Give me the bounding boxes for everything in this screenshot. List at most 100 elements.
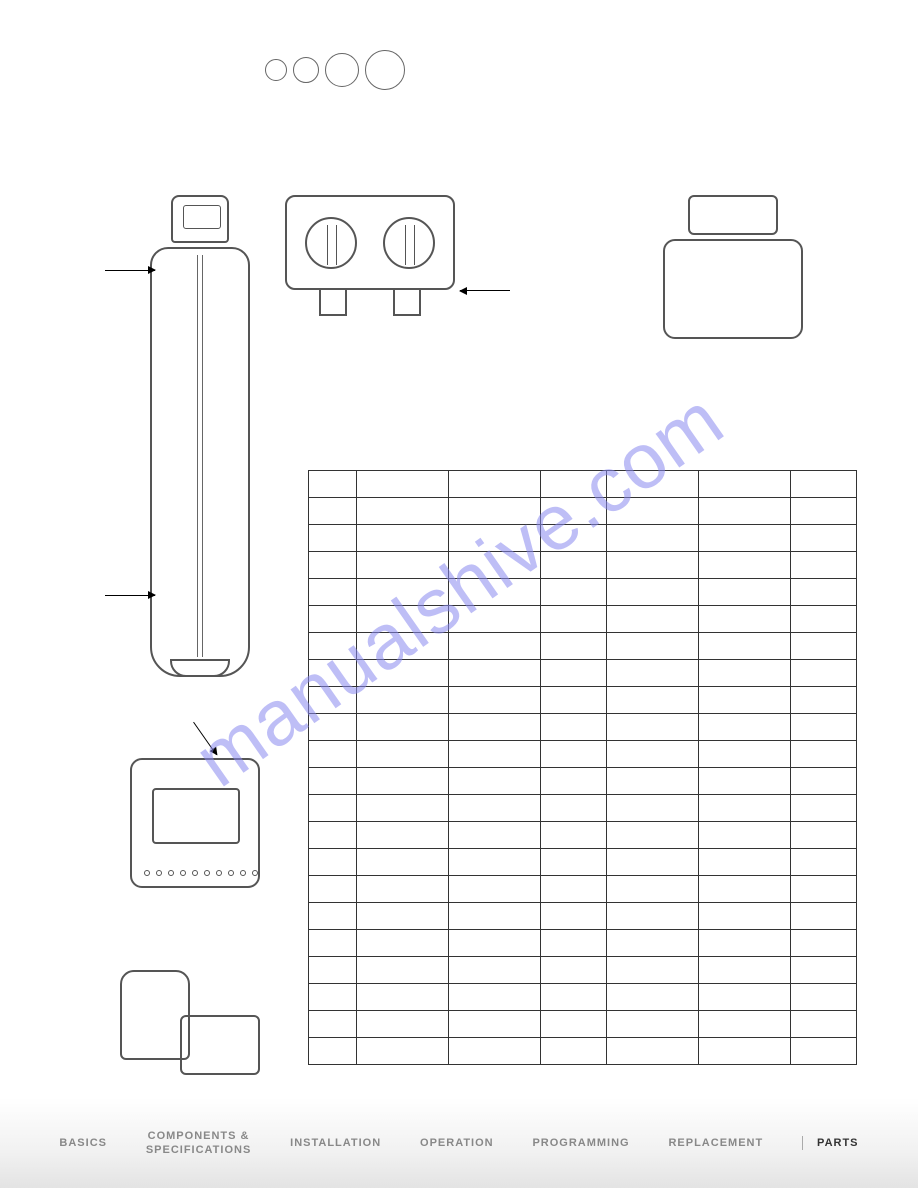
table-cell: [357, 714, 449, 741]
table-cell: [309, 687, 357, 714]
table-cell: [309, 1038, 357, 1065]
table-cell: [607, 687, 699, 714]
table-cell: [449, 822, 541, 849]
table-cell: [309, 768, 357, 795]
table-cell: [699, 1038, 791, 1065]
callout-arrow-icon: [105, 595, 155, 596]
table-cell: [607, 876, 699, 903]
table-cell: [699, 822, 791, 849]
table-cell: [449, 930, 541, 957]
table-cell: [309, 552, 357, 579]
table-cell: [607, 822, 699, 849]
table-cell: [607, 498, 699, 525]
table-cell: [607, 633, 699, 660]
table-cell: [607, 606, 699, 633]
table-cell: [541, 849, 607, 876]
table-cell: [607, 552, 699, 579]
table-cell: [357, 876, 449, 903]
table-cell: [309, 633, 357, 660]
callout-arrow-icon: [105, 270, 155, 271]
table-cell: [791, 471, 857, 498]
table-cell: [791, 633, 857, 660]
nav-components[interactable]: COMPONENTS & SPECIFICATIONS: [146, 1129, 251, 1158]
table-cell: [309, 930, 357, 957]
table-cell: [309, 525, 357, 552]
table-cell: [607, 1011, 699, 1038]
table-cell: [791, 984, 857, 1011]
table-cell: [791, 714, 857, 741]
table-cell: [791, 1011, 857, 1038]
nav-basics[interactable]: BASICS: [59, 1136, 107, 1150]
table-cell: [357, 930, 449, 957]
table-cell: [607, 903, 699, 930]
table-cell: [607, 1038, 699, 1065]
table-cell: [791, 498, 857, 525]
table-cell: [699, 714, 791, 741]
table-cell: [357, 1038, 449, 1065]
table-cell: [449, 903, 541, 930]
table-cell: [449, 552, 541, 579]
table-cell: [607, 579, 699, 606]
nav-programming[interactable]: PROGRAMMING: [532, 1136, 629, 1150]
table-cell: [699, 1011, 791, 1038]
table-cell: [607, 849, 699, 876]
table-cell: [607, 660, 699, 687]
table-cell: [541, 660, 607, 687]
nav-parts[interactable]: PARTS: [802, 1136, 858, 1150]
table-cell: [791, 741, 857, 768]
table-cell: [357, 822, 449, 849]
table-cell: [699, 903, 791, 930]
table-cell: [357, 1011, 449, 1038]
table-cell: [309, 849, 357, 876]
table-cell: [541, 1038, 607, 1065]
table-cell: [309, 579, 357, 606]
table-cell: [791, 768, 857, 795]
table-cell: [309, 903, 357, 930]
table-cell: [607, 768, 699, 795]
table-cell: [541, 984, 607, 1011]
nav-installation[interactable]: INSTALLATION: [290, 1136, 381, 1150]
table-cell: [791, 957, 857, 984]
table-cell: [607, 957, 699, 984]
nav-operation[interactable]: OPERATION: [420, 1136, 494, 1150]
table-cell: [541, 579, 607, 606]
table-cell: [699, 795, 791, 822]
table-cell: [357, 849, 449, 876]
table-cell: [309, 957, 357, 984]
table-cell: [541, 957, 607, 984]
table-cell: [699, 633, 791, 660]
table-cell: [357, 579, 449, 606]
table-cell: [357, 795, 449, 822]
controller-side-diagram: [120, 960, 275, 1100]
table-cell: [309, 822, 357, 849]
table-cell: [791, 849, 857, 876]
table-cell: [309, 660, 357, 687]
table-cell: [357, 633, 449, 660]
table-cell: [699, 957, 791, 984]
table-cell: [357, 768, 449, 795]
size-circles-graphic: [265, 50, 405, 90]
table-cell: [791, 579, 857, 606]
table-cell: [607, 984, 699, 1011]
table-cell: [309, 498, 357, 525]
table-cell: [541, 741, 607, 768]
table-cell: [791, 876, 857, 903]
table-cell: [357, 525, 449, 552]
table-cell: [607, 741, 699, 768]
parts-table: [308, 470, 857, 1065]
table-cell: [541, 714, 607, 741]
table-cell: [449, 849, 541, 876]
table-cell: [791, 606, 857, 633]
callout-arrow-icon: [193, 722, 217, 755]
table-cell: [699, 579, 791, 606]
table-cell: [357, 471, 449, 498]
table-cell: [541, 498, 607, 525]
table-cell: [357, 606, 449, 633]
table-cell: [541, 768, 607, 795]
table-cell: [541, 552, 607, 579]
table-cell: [699, 687, 791, 714]
nav-replacement[interactable]: REPLACEMENT: [668, 1136, 763, 1150]
table-cell: [309, 741, 357, 768]
callout-arrow-icon: [460, 290, 510, 291]
table-cell: [607, 471, 699, 498]
